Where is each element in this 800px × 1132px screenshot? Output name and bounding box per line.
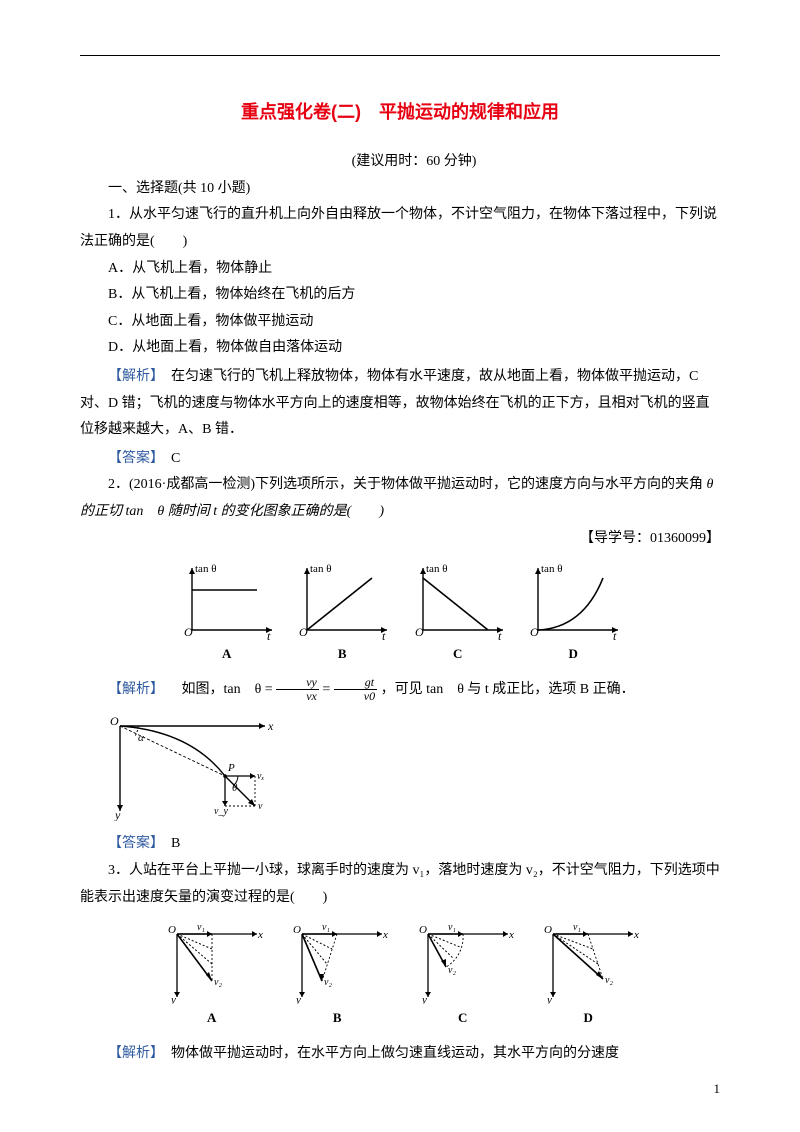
q3-fig-b-label: B bbox=[282, 1006, 392, 1031]
svg-text:tan θ: tan θ bbox=[541, 563, 562, 575]
q1-option-c: C．从地面上看，物体做平抛运动 bbox=[80, 309, 720, 336]
q2-analysis-text2: ，可见 tan θ 与 t 成正比，选项 B 正确． bbox=[381, 682, 635, 697]
svg-text:O: O bbox=[419, 924, 427, 936]
q2-stem: 2．(2016·成都高一检测)下列选项所示，关于物体做平抛运动时，它的速度方向与… bbox=[80, 472, 720, 525]
q3-stem: 3．人站在平台上平抛一小球，球离手时的速度为 v₁，落地时速度为 v₂，不计空气… bbox=[80, 858, 720, 911]
q1-option-d: D．从地面上看，物体做自由落体运动 bbox=[80, 335, 720, 362]
page-number: 1 bbox=[714, 1077, 721, 1102]
q2-frac-bot2: v0 bbox=[334, 690, 377, 703]
q3-fig-c: O x y v₁ v₂ C bbox=[408, 919, 518, 1031]
q3-fig-d: O x y v₁ v₂ D bbox=[533, 919, 643, 1031]
svg-text:x: x bbox=[257, 929, 263, 941]
svg-text:v_y: v_y bbox=[214, 806, 228, 817]
q3-fig-a: O x y v₁ v₂ A bbox=[157, 919, 267, 1031]
svg-text:x: x bbox=[267, 719, 274, 733]
q2-frac-top1: vy bbox=[276, 676, 319, 690]
analysis-label: 【解析】 bbox=[108, 367, 157, 383]
svg-text:v₂: v₂ bbox=[605, 975, 613, 986]
q2-stem-part1: 2．(2016·成都高一检测)下列选项所示，关于物体做平抛运动时，它的速度方向与… bbox=[108, 477, 706, 492]
svg-text:v₂: v₂ bbox=[214, 977, 222, 988]
svg-text:y: y bbox=[295, 994, 301, 1004]
svg-text:v: v bbox=[258, 801, 263, 812]
q2-analysis: 【解析】 如图，tan θ = vy vx = gt v0 ，可见 tan θ … bbox=[80, 675, 720, 704]
svg-text:O: O bbox=[110, 714, 119, 728]
q2-frac-bot1: vx bbox=[276, 690, 319, 703]
q3-analysis: 【解析】 物体做平抛运动时，在水平方向上做匀速直线运动，其水平方向的分速度 bbox=[80, 1039, 720, 1068]
svg-text:y: y bbox=[114, 808, 121, 821]
q1-option-b: B．从飞机上看，物体始终在飞机的后方 bbox=[80, 282, 720, 309]
page-title: 重点强化卷(二) 平抛运动的规律和应用 bbox=[80, 95, 720, 129]
q2-fig-a: O t tan θ A bbox=[177, 560, 277, 667]
page: 重点强化卷(二) 平抛运动的规律和应用 (建议用时：60 分钟) 一、选择题(共… bbox=[0, 0, 800, 1132]
q1-answer-text: C bbox=[157, 451, 180, 466]
q1-analysis-text: 在匀速飞行的飞机上释放物体，物体有水平速度，故从地面上看，物体做平抛运动，C 对… bbox=[80, 369, 710, 437]
q2-fig-d-label: D bbox=[523, 642, 623, 667]
q1-stem: 1．从水平匀速飞行的直升机上向外自由释放一个物体，不计空气阻力，在物体下落过程中… bbox=[80, 202, 720, 255]
q2-fraction-2: gt v0 bbox=[334, 676, 377, 703]
svg-text:O: O bbox=[299, 625, 308, 639]
q2-figures: O t tan θ A O t tan θ B bbox=[80, 560, 720, 667]
svg-text:y: y bbox=[421, 994, 427, 1004]
svg-text:α: α bbox=[138, 732, 144, 744]
q2-fig-a-label: A bbox=[177, 642, 277, 667]
q2-answer: 【答案】 B bbox=[80, 829, 720, 858]
q1-answer: 【答案】 C bbox=[80, 444, 720, 473]
q3-fig-b: O x y v₁ v₂ B bbox=[282, 919, 392, 1031]
q3-fig-a-label: A bbox=[157, 1006, 267, 1031]
guide-number: 【导学号：01360099】 bbox=[80, 526, 720, 553]
q2-fig-c: O t tan θ C bbox=[408, 560, 508, 667]
svg-text:O: O bbox=[293, 924, 301, 936]
q2-analysis-figure: O x y P vₓ v_y v α bbox=[80, 711, 720, 821]
q3-fig-d-label: D bbox=[533, 1006, 643, 1031]
q2-analysis-text1: 如图，tan θ = bbox=[168, 682, 273, 697]
svg-text:P: P bbox=[227, 762, 235, 774]
q1-option-a: A．从飞机上看，物体静止 bbox=[80, 256, 720, 283]
q1-analysis: 【解析】 在匀速飞行的飞机上释放物体，物体有水平速度，故从地面上看，物体做平抛运… bbox=[80, 362, 720, 444]
svg-text:v₁: v₁ bbox=[197, 922, 205, 933]
answer-label: 【答案】 bbox=[108, 834, 157, 850]
svg-text:v₂: v₂ bbox=[448, 965, 456, 976]
svg-text:v₁: v₁ bbox=[448, 922, 456, 933]
svg-text:y: y bbox=[546, 994, 552, 1004]
svg-text:tan θ: tan θ bbox=[426, 563, 447, 575]
subtitle: (建议用时：60 分钟) bbox=[80, 149, 720, 176]
svg-text:y: y bbox=[170, 994, 176, 1004]
answer-label: 【答案】 bbox=[108, 449, 157, 465]
svg-text:x: x bbox=[508, 929, 514, 941]
svg-text:O: O bbox=[168, 924, 176, 936]
q2-answer-text: B bbox=[157, 836, 180, 851]
top-rule bbox=[80, 55, 720, 56]
q3-figures: O x y v₁ v₂ A bbox=[80, 919, 720, 1031]
q3-fig-c-label: C bbox=[408, 1006, 518, 1031]
analysis-label: 【解析】 bbox=[108, 680, 164, 696]
q3-analysis-text: 物体做平抛运动时，在水平方向上做匀速直线运动，其水平方向的分速度 bbox=[157, 1046, 619, 1061]
svg-text:O: O bbox=[184, 625, 193, 639]
q2-frac-top2: gt bbox=[334, 676, 377, 690]
svg-text:v₁: v₁ bbox=[573, 922, 581, 933]
svg-text:x: x bbox=[633, 929, 639, 941]
svg-text:O: O bbox=[544, 924, 552, 936]
svg-text:v₂: v₂ bbox=[324, 977, 332, 988]
svg-text:O: O bbox=[415, 625, 424, 639]
q2-eq: = bbox=[322, 682, 330, 697]
svg-text:O: O bbox=[530, 625, 539, 639]
svg-text:vₓ: vₓ bbox=[257, 771, 264, 782]
svg-text:x: x bbox=[382, 929, 388, 941]
q2-fig-c-label: C bbox=[408, 642, 508, 667]
q2-fraction-1: vy vx bbox=[276, 676, 319, 703]
section-heading: 一、选择题(共 10 小题) bbox=[80, 176, 720, 203]
q2-fig-b: O t tan θ B bbox=[292, 560, 392, 667]
svg-text:tan θ: tan θ bbox=[310, 563, 331, 575]
q2-stem-part3: t 的变化图象正确的是( ) bbox=[213, 504, 384, 519]
analysis-label: 【解析】 bbox=[108, 1044, 157, 1060]
q2-fig-d: O t tan θ D bbox=[523, 560, 623, 667]
svg-text:tan θ: tan θ bbox=[195, 563, 216, 575]
q2-fig-b-label: B bbox=[292, 642, 392, 667]
svg-text:θ: θ bbox=[232, 782, 238, 794]
svg-text:v₁: v₁ bbox=[322, 922, 330, 933]
